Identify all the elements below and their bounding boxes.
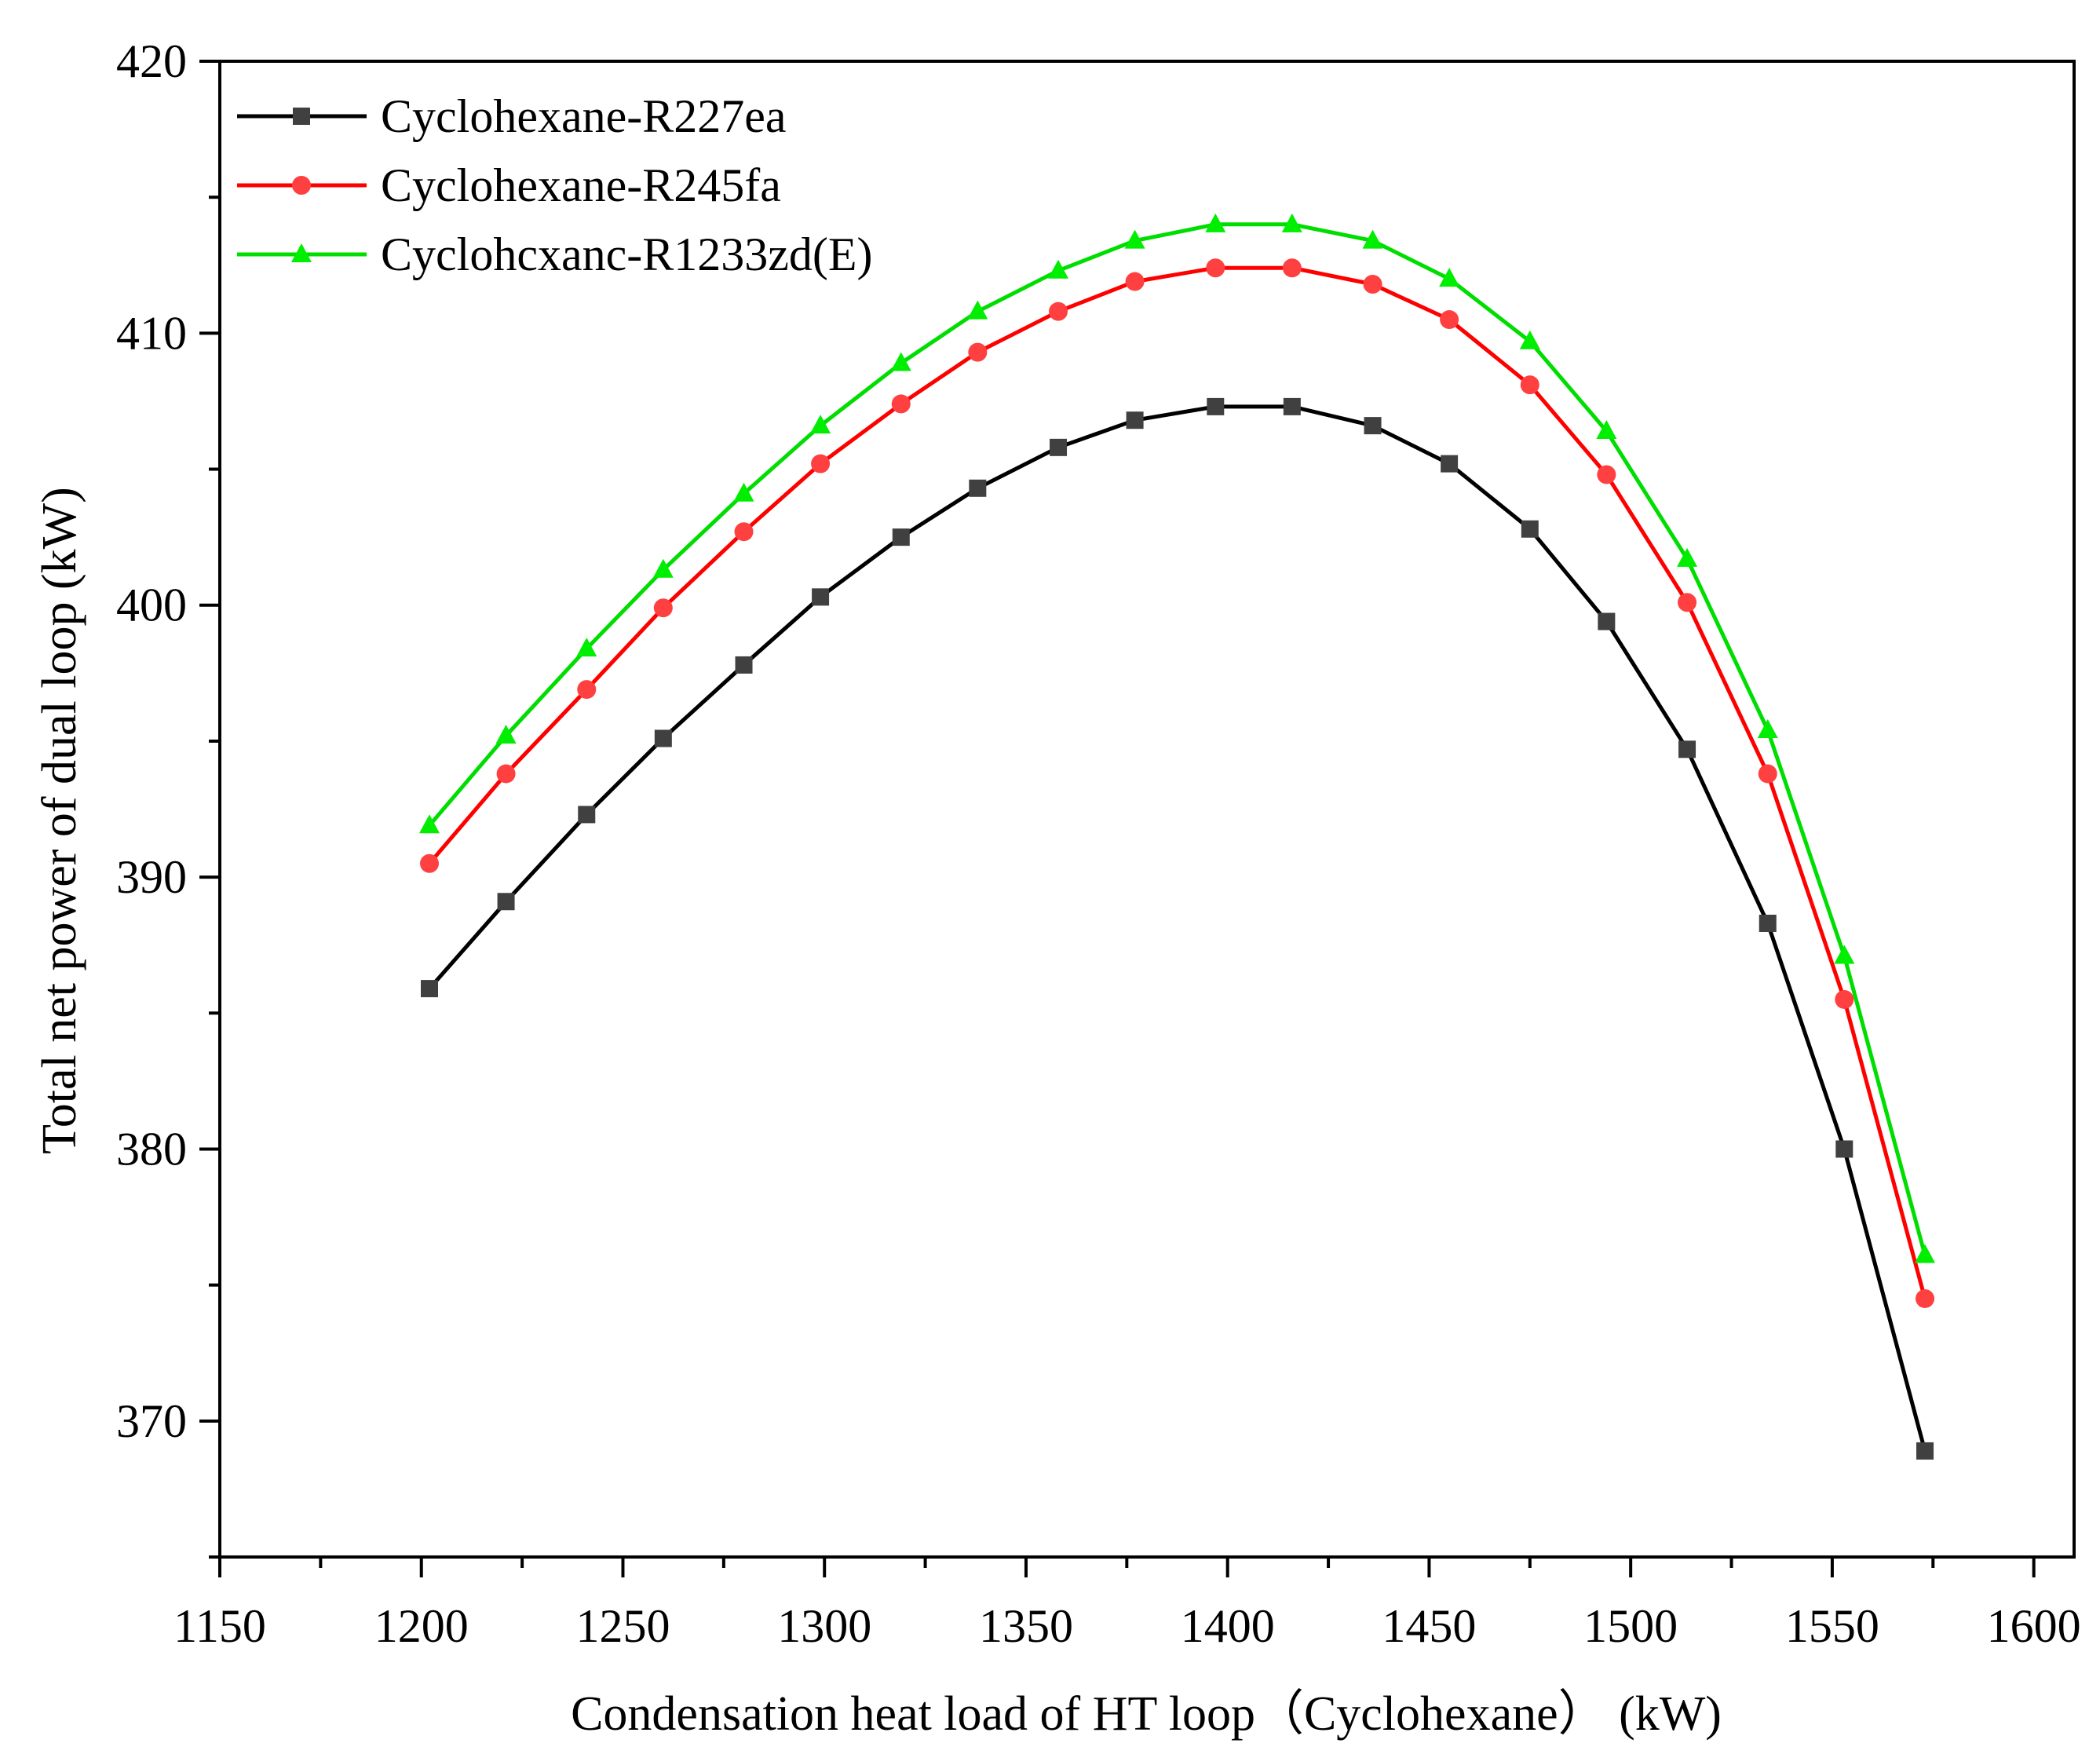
y-tick-label-400: 400	[116, 579, 187, 631]
data-point-1-17	[1678, 740, 1696, 758]
data-point-2-9	[1049, 302, 1068, 321]
x-tick-label-1500: 1500	[1583, 1600, 1678, 1652]
x-tick-label-1600: 1600	[1987, 1600, 2081, 1652]
x-tick-label-1400: 1400	[1181, 1600, 1275, 1652]
data-point-2-20	[1916, 1288, 1935, 1308]
data-point-1-15	[1521, 520, 1539, 538]
data-point-1-8	[969, 479, 987, 497]
x-tick-label-1150: 1150	[173, 1600, 266, 1652]
data-point-3-2	[495, 724, 517, 744]
data-point-1-2	[497, 893, 515, 911]
data-point-1-16	[1598, 612, 1616, 630]
data-point-1-18	[1759, 914, 1777, 932]
data-point-3-14	[1439, 268, 1460, 287]
y-tick-label-380: 380	[116, 1123, 187, 1175]
series-line-2	[428, 265, 1927, 1299]
data-point-2-15	[1520, 375, 1539, 395]
data-point-2-12	[1282, 258, 1302, 278]
x-tick-label-1350: 1350	[979, 1600, 1073, 1652]
data-point-2-14	[1440, 310, 1459, 330]
legend-label-3: Cyclohcxanc-R1233zd(E)	[381, 228, 872, 280]
data-point-3-10	[1124, 229, 1145, 249]
data-point-2-13	[1363, 275, 1382, 294]
legend-label-1: Cyclohexane-R227ea	[381, 90, 786, 142]
data-point-1-20	[1916, 1442, 1934, 1460]
data-point-2-1	[420, 853, 440, 873]
legend: Cyclohexane-R227ea Cyclohexane-R245fa Cycl…	[237, 90, 872, 280]
data-point-1-5	[735, 656, 753, 674]
series-line-3	[428, 222, 1927, 1256]
data-point-2-11	[1206, 258, 1225, 278]
legend-label-2: Cyclohexane-R245fa	[381, 159, 781, 211]
data-point-3-17	[1677, 547, 1698, 567]
data-point-1-4	[654, 729, 672, 747]
data-point-3-11	[1205, 213, 1226, 232]
data-point-1-1	[421, 980, 439, 998]
series-3	[419, 213, 1936, 1263]
data-point-3-5	[733, 482, 754, 502]
data-point-3-18	[1757, 719, 1778, 739]
data-point-3-8	[967, 300, 988, 320]
data-point-2-10	[1125, 272, 1145, 291]
data-point-1-10	[1126, 411, 1144, 429]
data-point-3-7	[890, 352, 911, 371]
data-point-2-6	[811, 454, 831, 473]
y-axis-title: Total net power of dual loop (kW)	[33, 487, 86, 1154]
data-point-3-12	[1281, 213, 1302, 232]
plot-frame	[218, 60, 2076, 1559]
legend-item-1: Cyclohexane-R227ea	[237, 90, 786, 142]
data-point-3-13	[1362, 229, 1383, 249]
data-point-1-19	[1835, 1140, 1853, 1158]
data-point-1-12	[1283, 397, 1301, 415]
data-point-2-7	[891, 394, 911, 414]
legend-marker-3	[291, 243, 312, 262]
legend-marker-2	[292, 176, 311, 195]
y-tick-label-420: 420	[116, 35, 187, 87]
data-point-3-19	[1834, 945, 1855, 964]
axes: 1150 1200 1250 1300 1350 1400 1450 1500 1550 1600…	[116, 35, 2081, 1652]
legend-marker-1	[293, 108, 310, 125]
data-point-1-14	[1441, 455, 1459, 473]
series-1	[421, 397, 1934, 1460]
data-point-3-3	[576, 638, 597, 657]
y-tick-label-370: 370	[116, 1395, 187, 1447]
data-point-3-15	[1519, 330, 1540, 349]
data-point-1-7	[892, 528, 910, 546]
data-point-3-16	[1596, 420, 1617, 440]
data-point-2-18	[1758, 764, 1777, 784]
data-point-2-4	[653, 598, 673, 618]
x-tick-label-1550: 1550	[1785, 1600, 1879, 1652]
data-point-3-6	[810, 415, 831, 434]
data-point-2-5	[734, 522, 754, 542]
data-point-2-8	[968, 342, 988, 362]
data-point-3-9	[1048, 259, 1069, 279]
plot-series	[419, 213, 1936, 1460]
x-tick-label-1250: 1250	[575, 1600, 670, 1652]
data-point-3-1	[419, 814, 440, 834]
data-point-1-3	[578, 806, 596, 824]
data-point-2-2	[496, 764, 516, 784]
x-tick-label-1450: 1450	[1382, 1600, 1476, 1652]
y-tick-label-410: 410	[116, 307, 187, 359]
data-point-1-11	[1207, 397, 1225, 415]
y-tick-label-390: 390	[116, 851, 187, 903]
data-point-1-6	[812, 588, 830, 606]
series-2	[420, 258, 1935, 1308]
legend-item-3: Cyclohcxanc-R1233zd(E)	[237, 228, 872, 280]
x-axis-title: Condensation heat load of HT loop（Cycloh…	[571, 1687, 1722, 1741]
legend-item-2: Cyclohexane-R245fa	[237, 159, 781, 211]
data-point-1-13	[1364, 417, 1382, 435]
data-point-1-9	[1050, 438, 1068, 456]
data-point-2-16	[1597, 465, 1616, 484]
series-line-1	[428, 404, 1927, 1452]
x-tick-label-1200: 1200	[374, 1600, 469, 1652]
data-point-2-17	[1678, 593, 1697, 612]
data-point-2-19	[1835, 989, 1854, 1009]
data-point-3-4	[652, 558, 674, 578]
data-point-3-20	[1915, 1244, 1936, 1263]
data-point-2-3	[577, 680, 597, 700]
x-tick-label-1300: 1300	[777, 1600, 871, 1652]
